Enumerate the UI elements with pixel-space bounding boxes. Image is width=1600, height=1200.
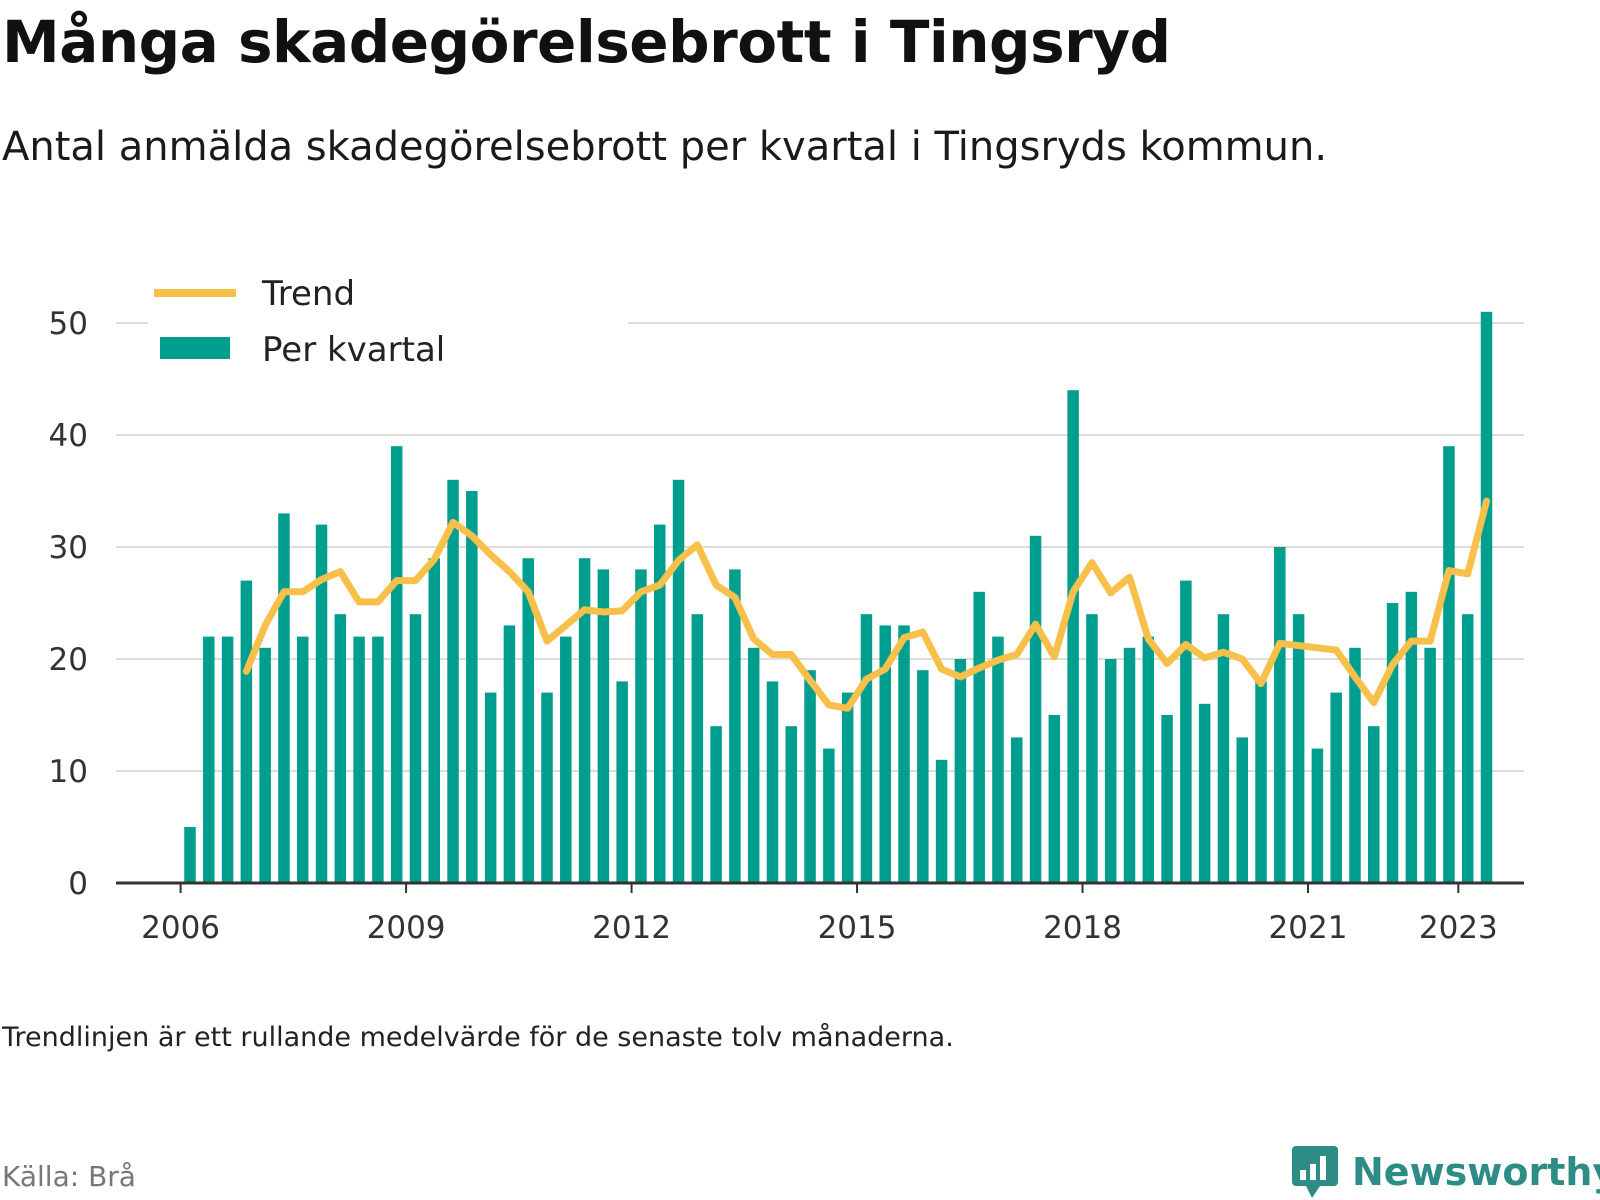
trend-line-group [242, 497, 1491, 712]
bars-per-kvartal [184, 311, 1493, 883]
bar-q59 [1292, 614, 1305, 883]
legend-label-per-kvartal: Per kvartal [262, 330, 445, 370]
bar-q3 [240, 580, 253, 883]
bar-q5 [278, 513, 290, 883]
bar-q65 [1405, 591, 1418, 883]
y-tick-label-20: 20 [49, 642, 88, 678]
bar-q34 [823, 748, 835, 883]
y-tick-label-40: 40 [49, 418, 88, 454]
bar-q31 [766, 681, 779, 883]
bar-q23 [616, 681, 628, 883]
bar-q10 [372, 636, 384, 883]
x-tick-label-2009: 2009 [367, 910, 446, 946]
bar-q19 [541, 692, 553, 883]
bar-q33 [804, 670, 816, 883]
bar-q44 [1011, 737, 1023, 883]
bar-q26 [672, 479, 685, 883]
bar-q6 [296, 636, 309, 883]
x-tick-label-2015: 2015 [818, 910, 897, 946]
bar-q56 [1236, 737, 1248, 883]
bar-q9 [353, 636, 365, 883]
bar-q48 [1086, 614, 1098, 883]
bar-q69 [1480, 311, 1493, 883]
bar-q30 [747, 647, 760, 883]
legend-label-trend: Trend [261, 274, 355, 314]
bar-q22 [597, 569, 610, 883]
bar-q58 [1274, 547, 1286, 883]
footnote: Trendlinjen är ett rullande medelvärde f… [2, 1022, 954, 1053]
legend: Trend Per kvartal [148, 274, 628, 412]
bar-q43 [992, 636, 1004, 883]
bar-q2 [221, 636, 234, 883]
bar-q64 [1386, 603, 1399, 883]
bar-q18 [522, 558, 534, 883]
bar-q32 [785, 726, 798, 883]
bar-q42 [973, 591, 985, 883]
bar-q16 [484, 692, 497, 883]
y-tick-label-0: 0 [68, 866, 88, 902]
brand-name: Newsworthy [1352, 1150, 1600, 1194]
bar-q0 [184, 827, 196, 883]
x-tick-label-2021: 2021 [1269, 910, 1348, 946]
brand-logo: Newsworthy [1290, 1144, 1600, 1200]
bar-q47 [1067, 390, 1079, 883]
bar-q55 [1217, 614, 1230, 883]
trend-line [242, 497, 1491, 712]
bar-q38 [898, 625, 910, 883]
bar-q61 [1330, 692, 1342, 883]
chart-subtitle: Antal anmälda skadegörelsebrott per kvar… [2, 124, 1328, 170]
bar-q37 [879, 625, 891, 883]
bar-q40 [935, 759, 948, 883]
bar-q54 [1198, 703, 1211, 883]
legend-bar-swatch [160, 337, 230, 359]
bar-q57 [1255, 681, 1267, 883]
x-tick-label-2018: 2018 [1043, 910, 1122, 946]
bar-q60 [1311, 748, 1324, 883]
bar-q24 [635, 569, 647, 883]
bar-q52 [1161, 715, 1173, 883]
bar-q14 [447, 479, 459, 883]
bar-q49 [1104, 659, 1117, 883]
bar-q20 [560, 636, 572, 883]
bar-q53 [1180, 580, 1192, 883]
bar-q66 [1424, 647, 1436, 883]
x-tick-label-2012: 2012 [592, 910, 671, 946]
bar-q12 [409, 614, 422, 883]
y-tick-label-10: 10 [49, 754, 88, 790]
bar-q11 [390, 446, 403, 883]
bar-q35 [841, 692, 854, 883]
bar-q15 [466, 491, 478, 883]
bar-q28 [710, 726, 722, 883]
source-credit: Källa: Brå [2, 1160, 136, 1193]
axes: 0 10 20 30 40 50 2006 2009 2012 2015 2018 2021 2023 [49, 306, 1524, 946]
bar-q13 [428, 558, 441, 883]
bar-q29 [729, 569, 741, 883]
bar-q17 [503, 625, 516, 883]
bar-q21 [578, 558, 591, 883]
bar-q7 [315, 524, 328, 883]
bar-q4 [259, 647, 271, 883]
bar-q41 [954, 659, 967, 883]
bar-q27 [691, 614, 704, 883]
bar-q46 [1048, 715, 1061, 883]
x-tick-label-2006: 2006 [141, 910, 220, 946]
bar-q25 [654, 524, 666, 883]
bar-q1 [203, 636, 215, 883]
bar-chart-speech-bubble-icon [1292, 1146, 1338, 1198]
bar-q51 [1142, 636, 1155, 883]
bar-q50 [1123, 647, 1136, 883]
bar-q68 [1461, 614, 1474, 883]
bar-q62 [1349, 647, 1361, 883]
bar-q67 [1443, 446, 1455, 883]
y-tick-label-30: 30 [49, 530, 88, 566]
bar-q36 [860, 614, 873, 883]
bar-q8 [334, 614, 347, 883]
x-tick-label-2023: 2023 [1419, 910, 1498, 946]
y-tick-label-50: 50 [49, 306, 88, 342]
chart-title: Många skadegörelsebrott i Tingsryd [2, 8, 1171, 76]
bar-q45 [1029, 535, 1042, 883]
bar-q39 [917, 670, 929, 883]
bar-q63 [1368, 726, 1380, 883]
